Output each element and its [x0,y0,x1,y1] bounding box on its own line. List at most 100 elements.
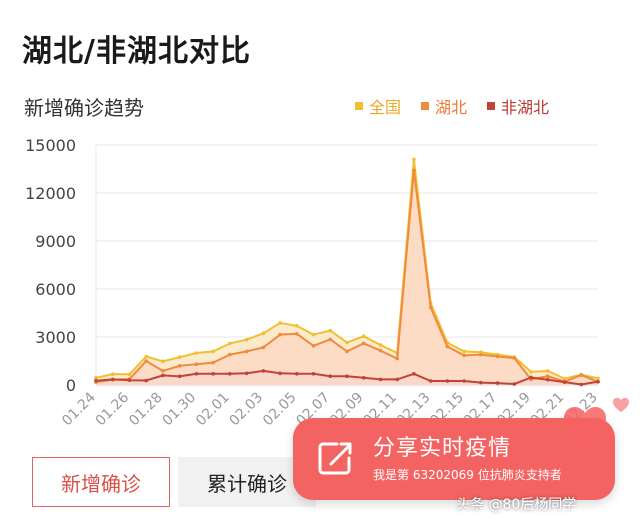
data-point [194,362,199,367]
data-point [546,369,550,373]
data-point [412,157,416,162]
data-point [110,377,115,382]
y-tick-label: 0 [66,376,76,395]
data-point [295,332,299,336]
tab-bar: 新增确诊 累计确诊 [32,457,316,507]
data-point [278,332,282,337]
data-point [361,341,366,346]
data-point [194,372,199,376]
data-point [479,352,483,357]
legend-item-national[interactable]: 全国 [355,94,401,118]
data-point [110,372,115,376]
data-point [529,370,533,374]
x-tick-label: 01.30 [160,390,200,430]
data-point [144,359,148,363]
share-icon [318,442,352,475]
data-point [378,377,383,382]
data-point [295,372,299,376]
data-point [412,168,416,173]
data-point [512,356,517,360]
heart-icon [564,407,606,445]
data-point [228,352,232,357]
data-point [295,324,299,328]
data-point [177,364,182,368]
legend-swatch [421,102,430,110]
y-tick-label: 3000 [35,328,76,347]
data-point [512,382,517,386]
area-湖北 [96,170,598,385]
watermark: 头条 @80后杨同学 [456,497,577,513]
data-point [345,374,349,379]
y-tick-label: 6000 [35,280,76,299]
data-point [546,374,550,379]
share-subtitle: 我是第 63202069 位抗肺炎支持者 [373,468,562,482]
data-point [579,382,584,387]
data-point [244,371,249,376]
data-point [161,359,165,364]
data-point [161,373,165,378]
data-point [579,373,584,377]
data-point [127,378,132,383]
data-point [596,376,600,381]
tab-new-confirmed[interactable]: 新增确诊 [32,457,170,507]
data-point [412,372,416,376]
data-point [177,355,182,359]
legend-swatch [355,102,363,110]
data-point [395,356,400,361]
data-point [177,374,182,379]
data-point [311,344,316,348]
data-point [378,348,383,353]
x-tick-label: 02.01 [193,390,233,430]
data-point [311,372,316,376]
data-point [428,305,433,310]
data-point [94,376,98,380]
share-title: 分享实时疫情 [373,436,512,461]
y-tick-label: 9000 [35,232,76,251]
x-tick-label: 01.26 [93,389,133,429]
data-point [395,377,400,382]
data-point [228,372,232,376]
page-title: 湖北/非湖北对比 [22,34,251,69]
data-point [261,331,266,336]
x-tick-label: 02.03 [226,390,266,430]
data-point [462,379,466,383]
data-point [445,379,450,383]
data-point [311,332,316,337]
legend-label: 非湖北 [501,98,550,117]
data-point [278,371,282,376]
data-point [144,378,148,383]
data-point [144,354,148,359]
data-point [479,380,483,385]
area-chart: 0 3000 6000 9000 12000 15000 01.2401.2601.2801… [25,136,601,430]
data-point [194,351,199,355]
data-point [94,378,98,383]
legend-swatch [487,102,496,110]
data-point [278,321,282,325]
data-point [328,328,333,333]
data-point [228,341,232,346]
data-point [127,372,132,377]
data-point [495,381,500,385]
legend-item-non-hubei[interactable]: 非湖北 [487,94,549,118]
data-point [244,337,249,342]
data-point [546,377,550,382]
data-point [211,349,215,354]
data-point [596,379,600,384]
data-point [445,344,450,349]
data-point [328,374,333,379]
chart-title: 新增确诊趋势 [24,96,144,120]
data-point [261,369,266,373]
x-tick-label: 01.24 [59,389,99,429]
data-point [211,372,215,376]
legend-item-hubei[interactable]: 湖北 [421,94,467,118]
data-point [462,353,466,358]
share-button[interactable]: 分享实时疫情 我是第 63202069 位抗肺炎支持者 [293,418,615,500]
data-point [328,337,333,342]
y-tick-label: 12000 [25,184,76,203]
legend-label: 湖北 [435,98,468,117]
data-point [211,360,215,365]
data-point [495,354,500,359]
data-point [562,380,567,384]
data-point [361,334,366,339]
data-point [261,345,266,350]
